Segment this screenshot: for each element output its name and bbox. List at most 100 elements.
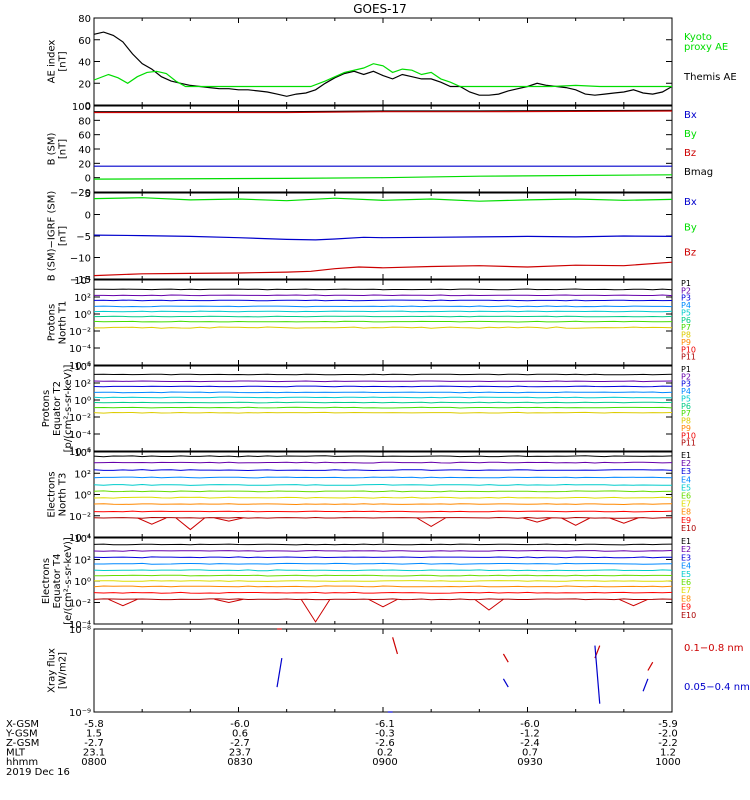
flux-band-e7 [93,580,673,582]
panel-frame [93,279,673,366]
y-tick-label: 60 [78,131,91,142]
y-tick-label: 10⁻⁹ [69,708,91,719]
y-tick-label: 10² [74,556,91,567]
flux-dip [416,517,446,527]
flux-band-e9 [93,510,673,513]
flux-band-p6 [93,315,673,318]
legend-bz: Bz [684,248,696,259]
xray-segment [594,645,601,704]
xray-segment [647,661,654,671]
legend-e1: E1 [681,451,691,460]
flux-band-p1 [94,288,673,291]
panel-frame [93,628,673,713]
y-tick-label: 100 [72,102,91,113]
series-bz [94,110,673,114]
y-tick-label: 10⁻⁶ [69,361,91,372]
legend-e9: E9 [681,603,691,612]
flux-band-p2 [93,380,673,383]
y-tick-label: 10⁴ [74,362,91,373]
orbit-value: 0900 [372,757,397,768]
y-tick-label: 10⁴ [74,534,91,545]
y-axis-label: [nT] [58,51,69,71]
y-axis-label: [p/(cm²-s-sr-keV)] [63,365,74,453]
legend-bx: Bx [684,197,697,208]
y-axis-label: B (SM) [47,132,58,165]
y-tick-label: 40 [78,145,91,156]
y-tick-label: 40 [78,58,91,69]
flux-band-e10 [93,516,672,519]
orbit-row-label: X-GSM [6,719,39,730]
flux-band-p1 [93,373,673,376]
series-bmag [94,109,673,113]
orbit-row-label: Z-GSM [6,738,39,749]
y-axis-label: North T3 [58,473,69,517]
flux-band-e10 [93,598,673,601]
legend-bz: Bz [684,148,696,159]
orbit-value: 1.2 [660,748,676,759]
legend-p7: P7 [681,323,691,332]
series-themis-ae [93,31,673,97]
y-tick-label: −5 [76,232,91,243]
y-tick-label: 10⁻⁴ [69,620,91,631]
orbit-value: -2.7 [230,738,250,749]
orbit-value: 1000 [655,757,680,768]
y-tick-label: 20 [78,159,91,170]
y-axis-label: [e/(cm²-s-sr-keV)] [63,537,74,625]
y-tick-label: −15 [70,275,91,286]
y-tick-label: 10⁻² [69,512,91,523]
legend-p6: P6 [681,402,691,411]
flux-band-p6 [93,401,673,404]
flux-band-e8 [93,585,673,588]
flux-dip [522,517,552,523]
legend-proxy-ae: proxy AE [684,42,728,53]
y-tick-label: 10⁻⁴ [69,344,91,355]
flux-band-e4 [93,476,673,479]
panel-frame [93,17,673,106]
orbit-value: 0.6 [232,729,248,740]
legend-e6: E6 [681,492,691,501]
legend-p1: P1 [681,279,691,288]
legend-kyoto: Kyoto [684,32,712,43]
legend-e8: E8 [681,508,691,517]
y-axis-label: Protons [41,390,52,427]
y-tick-label: 80 [78,116,91,127]
legend-e3: E3 [681,553,691,562]
flux-band-p8 [94,326,673,329]
legend-p7: P7 [681,409,691,418]
y-axis-label: Xray flux [47,648,58,693]
orbit-row-label: Y-GSM [5,729,38,740]
y-tick-label: 60 [78,36,91,47]
xray-segment [642,678,649,692]
flux-dip [560,517,591,526]
legend-e7: E7 [681,500,691,509]
flux-band-p7 [93,320,673,323]
flux-band-p4 [93,391,673,394]
flux-band-p5 [93,396,673,399]
y-tick-label: 10⁻⁴ [69,533,91,544]
legend-e4: E4 [681,475,691,484]
legend-p10: P10 [681,431,696,440]
flux-band-p7 [93,406,673,409]
flux-band-e2 [93,549,673,552]
legend-by: By [684,222,697,233]
legend-e4: E4 [681,562,691,571]
legend-p9: P9 [681,424,691,433]
panel-protons_equator: 10⁻⁶ 10⁻⁴ 10⁻² 10⁰ 10² 10⁴ Protons Equator T2 [p… [41,362,696,458]
legend-e6: E6 [681,578,691,587]
legend-e5: E5 [681,483,691,492]
y-tick-label: 10⁰ [74,577,91,588]
y-tick-label: 0 [85,211,91,222]
y-axis-label: Equator T2 [52,381,63,436]
panel-frame [93,365,673,452]
orbit-value: -0.3 [375,729,395,740]
flux-dip [618,598,649,607]
y-axis-label: Protons [47,304,58,341]
y-tick-label: 10⁴ [74,276,91,287]
legend-by: By [684,129,697,140]
legend-themis-ae: Themis AE [683,72,737,83]
y-tick-label: 80 [78,14,91,25]
legend-p10: P10 [681,345,696,354]
series-bx [93,234,673,241]
xray-segment [276,657,283,688]
